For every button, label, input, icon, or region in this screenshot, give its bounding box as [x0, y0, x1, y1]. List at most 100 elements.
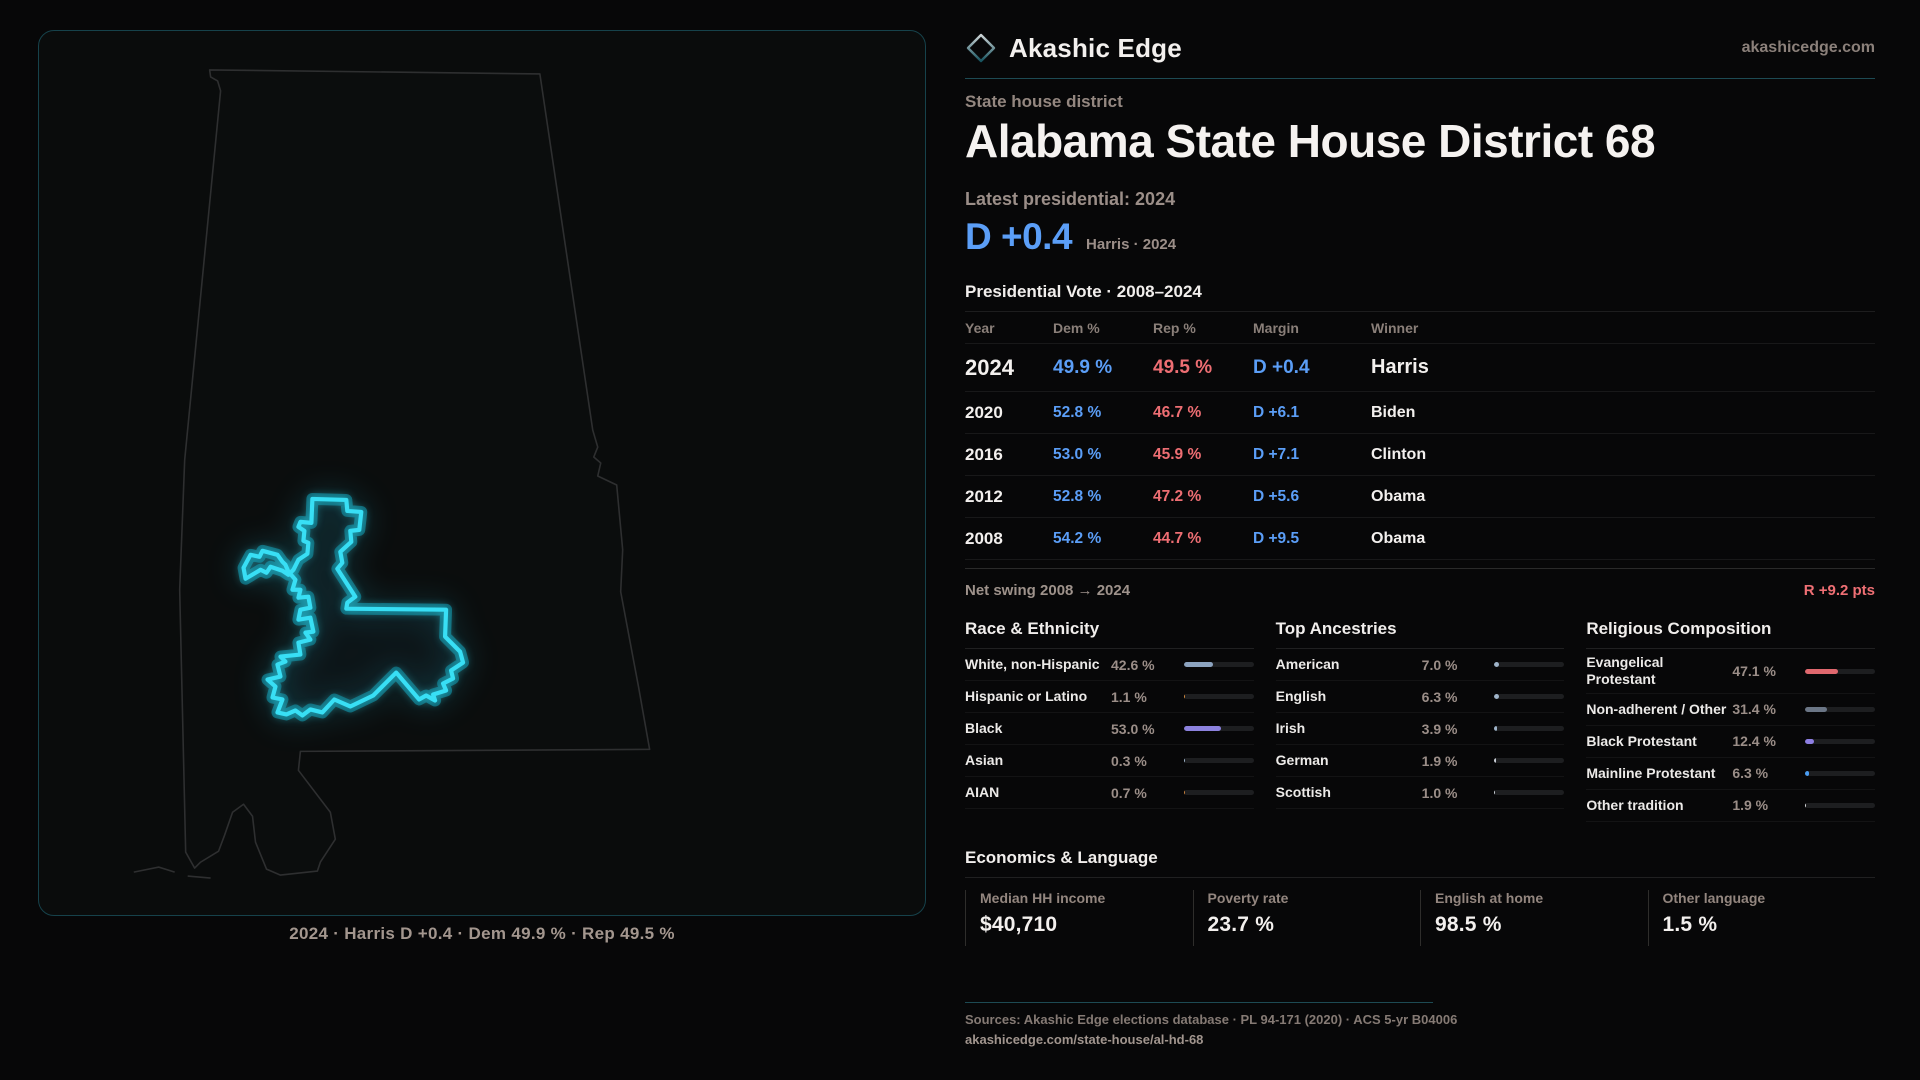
demo-value: 1.0 % [1421, 784, 1458, 801]
demo-bar [1183, 662, 1254, 668]
demo-value: 3.9 % [1421, 720, 1458, 737]
table-row: 2012 52.8 % 47.2 % D +5.6 Obama [965, 476, 1875, 519]
demo-label: Hispanic or Latino [965, 688, 1088, 705]
demo-label: Scottish [1275, 784, 1331, 801]
demo-label: Other tradition [1586, 796, 1684, 813]
demo-label: White, non-Hispanic [965, 656, 1100, 673]
panel-title: Race & Ethnicity [965, 619, 1254, 650]
map-caption: 2024 · Harris D +0.4 · Dem 49.9 % · Rep … [289, 924, 675, 943]
winner-cell: Harris [1371, 356, 1429, 379]
stat-value: 1.5 % [1662, 912, 1718, 936]
economics-section: Economics & Language Median HH income $4… [965, 848, 1875, 946]
list-item: White, non-Hispanic 42.6 % [965, 649, 1254, 682]
list-item: German 1.9 % [1275, 745, 1565, 778]
col-margin: Margin [1253, 319, 1299, 336]
margin-cell: D +6.1 [1253, 403, 1300, 421]
stat-value: $40,710 [980, 912, 1058, 936]
stat-label: English at home [1435, 889, 1544, 906]
margin-cell: D +7.1 [1253, 445, 1300, 463]
demo-bar [1804, 738, 1875, 744]
dem-cell: 54.2 % [1053, 529, 1102, 547]
year-cell: 2016 [965, 444, 1003, 464]
alabama-state-outline [178, 69, 651, 876]
stat-poverty-rate: Poverty rate 23.7 % [1192, 889, 1421, 946]
stat-english-at-home: English at home 98.5 % [1420, 889, 1648, 946]
stat-value: 23.7 % [1207, 912, 1275, 936]
demo-bar [1804, 802, 1875, 808]
demo-bar [1494, 758, 1565, 764]
winner-cell: Clinton [1371, 445, 1427, 463]
vote-table-title: Presidential Vote · 2008–2024 [965, 282, 1875, 313]
sources-text: Sources: Akashic Edge elections database… [965, 1011, 1458, 1027]
demographics-grid: Race & Ethnicity White, non-Hispanic 42.… [965, 619, 1875, 822]
top-ancestries-panel: Top Ancestries American 7.0 % English 6.… [1275, 619, 1565, 822]
demo-label: Black [965, 720, 1003, 737]
demo-value: 7.0 % [1421, 656, 1458, 673]
page-title: Alabama State House District 68 [965, 115, 1656, 167]
demo-bar [1494, 790, 1565, 796]
demo-value: 1.1 % [1111, 688, 1147, 705]
race-ethnicity-panel: Race & Ethnicity White, non-Hispanic 42.… [965, 619, 1254, 822]
list-item: Scottish 1.0 % [1275, 777, 1565, 810]
brand-domain-link[interactable]: akashicedge.com [1741, 39, 1875, 56]
rep-cell: 45.9 % [1153, 445, 1202, 463]
economics-title: Economics & Language [965, 848, 1875, 878]
dem-cell: 52.8 % [1053, 403, 1102, 421]
permalink[interactable]: akashicedge.com/state-house/al-hd-68 [965, 1031, 1204, 1047]
footer-divider [965, 1001, 1433, 1003]
demo-bar [1804, 770, 1875, 776]
demo-value: 0.3 % [1111, 752, 1147, 769]
demo-value: 0.7 % [1111, 784, 1147, 801]
year-cell: 2008 [965, 528, 1003, 548]
page-footer: Sources: Akashic Edge elections database… [965, 1001, 1875, 1047]
rep-cell: 49.5 % [1153, 356, 1213, 378]
demo-label: Black Protestant [1586, 732, 1697, 749]
list-item: AIAN 0.7 % [965, 777, 1254, 810]
district-68-shape[interactable] [237, 492, 470, 722]
demo-label: Evangelical Protestant [1586, 654, 1664, 688]
demo-bar [1183, 790, 1254, 796]
col-winner: Winner [1371, 319, 1419, 336]
stat-label: Other language [1662, 889, 1766, 906]
header-divider [965, 78, 1875, 79]
stat-label: Poverty rate [1207, 889, 1289, 906]
col-rep: Rep % [1153, 319, 1196, 336]
margin-cell: D +5.6 [1253, 487, 1300, 505]
demo-label: Asian [965, 752, 1004, 769]
demo-value: 6.3 % [1421, 688, 1458, 705]
list-item: Other tradition 1.9 % [1586, 790, 1875, 822]
diamond-logo-icon [966, 33, 996, 63]
demo-value: 6.3 % [1732, 765, 1769, 782]
net-swing-value: R +9.2 pts [1803, 582, 1875, 600]
brand-name: Akashic Edge [1009, 32, 1182, 63]
demo-bar [1183, 726, 1254, 732]
year-cell: 2012 [965, 486, 1003, 506]
margin-cell: D +0.4 [1253, 356, 1310, 378]
latest-margin-detail: Harris · 2024 [1086, 236, 1177, 254]
margin-cell: D +9.5 [1253, 529, 1300, 547]
table-row: 2008 54.2 % 44.7 % D +9.5 Obama [965, 518, 1875, 561]
list-item: Black 53.0 % [965, 713, 1254, 746]
panel-title: Religious Composition [1586, 619, 1875, 650]
economics-stats: Median HH income $40,710 Poverty rate 23… [965, 889, 1875, 946]
vote-table-header: Year Dem % Rep % Margin Winner [965, 312, 1875, 345]
col-year: Year [965, 319, 995, 336]
dem-cell: 52.8 % [1053, 487, 1102, 505]
demo-bar [1804, 668, 1875, 674]
demo-bar [1183, 694, 1254, 700]
winner-cell: Obama [1371, 487, 1426, 505]
winner-cell: Obama [1371, 529, 1426, 547]
demo-value: 12.4 % [1732, 733, 1776, 750]
dem-cell: 49.9 % [1053, 356, 1113, 378]
year-cell: 2024 [965, 354, 1014, 380]
year-cell: 2020 [965, 402, 1003, 422]
panel-title: Top Ancestries [1275, 619, 1565, 650]
list-item: Asian 0.3 % [965, 745, 1254, 778]
demo-label: AIAN [965, 784, 1000, 801]
vote-table: Year Dem % Rep % Margin Winner 2024 49.9… [965, 312, 1875, 561]
latest-margin-row: D +0.4 Harris · 2024 [965, 216, 1875, 258]
religion-panel: Religious Composition Evangelical Protes… [1586, 619, 1875, 822]
dem-cell: 53.0 % [1053, 445, 1102, 463]
demo-value: 1.9 % [1732, 797, 1769, 814]
list-item: Irish 3.9 % [1275, 713, 1565, 746]
